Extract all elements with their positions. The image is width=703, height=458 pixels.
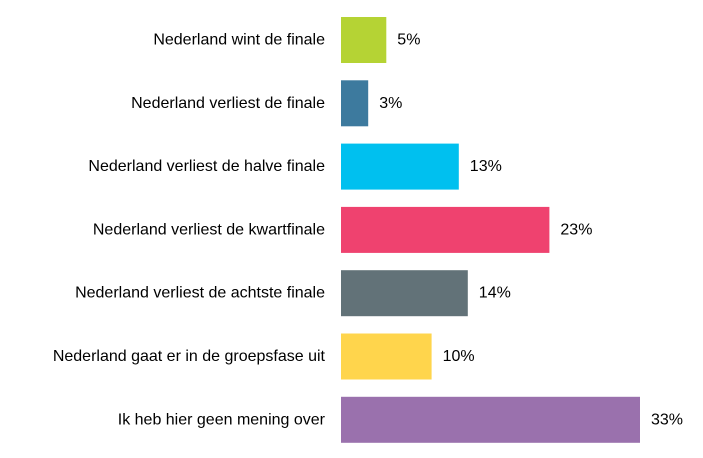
category-label: Nederland verliest de finale [131, 95, 325, 112]
value-label: 14% [479, 285, 511, 302]
category-label: Nederland verliest de kwartfinale [93, 221, 325, 238]
category-label: Nederland verliest de halve finale [88, 158, 325, 175]
bar-3 [341, 143, 459, 190]
bar-7 [341, 396, 640, 443]
value-label: 33% [651, 411, 683, 428]
category-label: Ik heb hier geen mening over [118, 411, 326, 428]
bar-1 [341, 17, 387, 63]
category-label: Nederland gaat er in de groepsfase uit [53, 348, 326, 365]
value-label: 5% [397, 32, 420, 49]
value-label: 10% [443, 348, 475, 365]
value-label: 23% [560, 221, 592, 238]
bar-6 [341, 333, 432, 380]
bar-5 [341, 270, 468, 317]
bars-layer [341, 17, 640, 443]
bar-2 [341, 80, 369, 127]
value-label: 13% [470, 158, 502, 175]
category-label: Nederland verliest de achtste finale [75, 285, 325, 302]
bar-4 [341, 206, 550, 253]
category-label: Nederland wint de finale [153, 32, 325, 49]
labels-layer: Nederland wint de finale 5% Nederland verl… [53, 32, 683, 429]
value-label: 3% [379, 95, 402, 112]
